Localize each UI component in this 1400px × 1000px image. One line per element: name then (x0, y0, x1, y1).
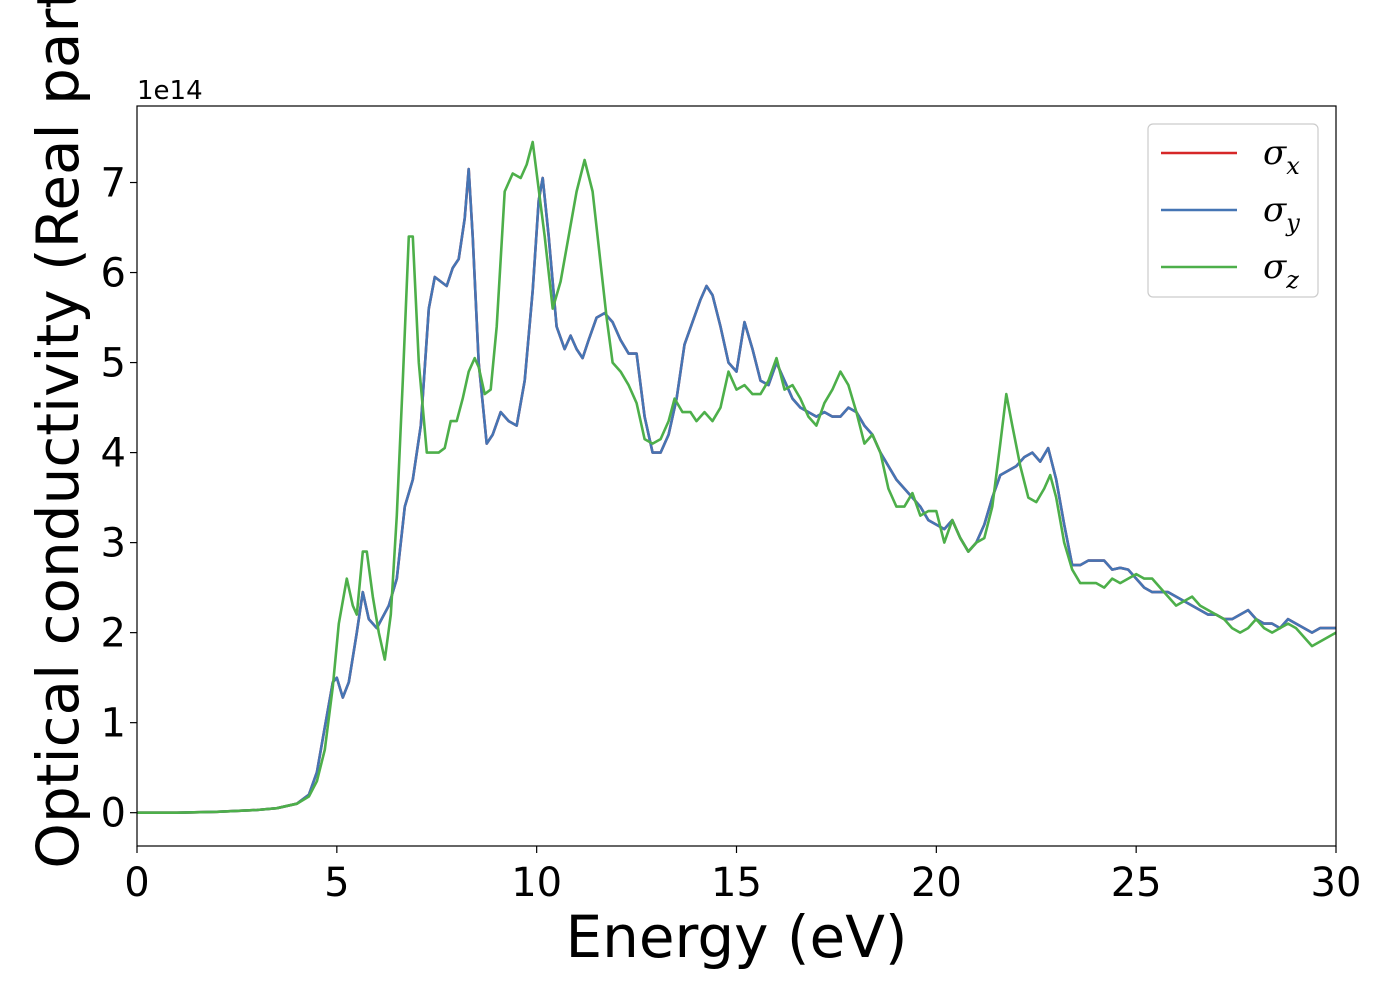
y-tick-label: 1 (101, 701, 126, 747)
y-axis-label: Optical conductivity (Real part) (24, 0, 92, 869)
y-tick-label: 0 (101, 791, 126, 837)
x-axis-label: Energy (eV) (565, 903, 907, 971)
y-tick-label: 3 (101, 521, 126, 567)
legend-label-base: σ (1263, 133, 1287, 173)
legend-label-sub: x (1286, 152, 1300, 180)
y-tick-label: 2 (101, 611, 126, 657)
y-offset-label: 1e14 (137, 76, 203, 106)
axes: 0 5 10 15 20 25 30 0 1 2 3 4 5 6 7 1e14 Energy (eV) Optic… (24, 0, 1361, 971)
series-line-y (137, 167, 1336, 814)
legend-label-z: σz (1263, 247, 1299, 294)
legend-label-x: σx (1263, 133, 1300, 180)
series-lines (137, 140, 1336, 814)
x-tick-label: 10 (511, 860, 562, 906)
x-tick-label: 30 (1311, 860, 1362, 906)
legend-label-sub: y (1285, 209, 1300, 237)
x-tick-label: 15 (711, 860, 762, 906)
legend-label-base: σ (1263, 247, 1287, 287)
legend-label-y: σy (1263, 190, 1300, 237)
y-tick-label: 5 (101, 341, 126, 387)
series-line-z (137, 140, 1336, 814)
y-tick-label: 4 (101, 431, 126, 477)
x-tick-label: 0 (124, 860, 149, 906)
legend-label-sub: z (1285, 266, 1299, 294)
legend-label-base: σ (1263, 190, 1287, 230)
x-tick-label: 25 (1111, 860, 1162, 906)
x-tick-label: 20 (911, 860, 962, 906)
x-tick-label: 5 (324, 860, 349, 906)
y-tick-label: 7 (101, 161, 126, 207)
y-tick-label: 6 (101, 251, 126, 297)
